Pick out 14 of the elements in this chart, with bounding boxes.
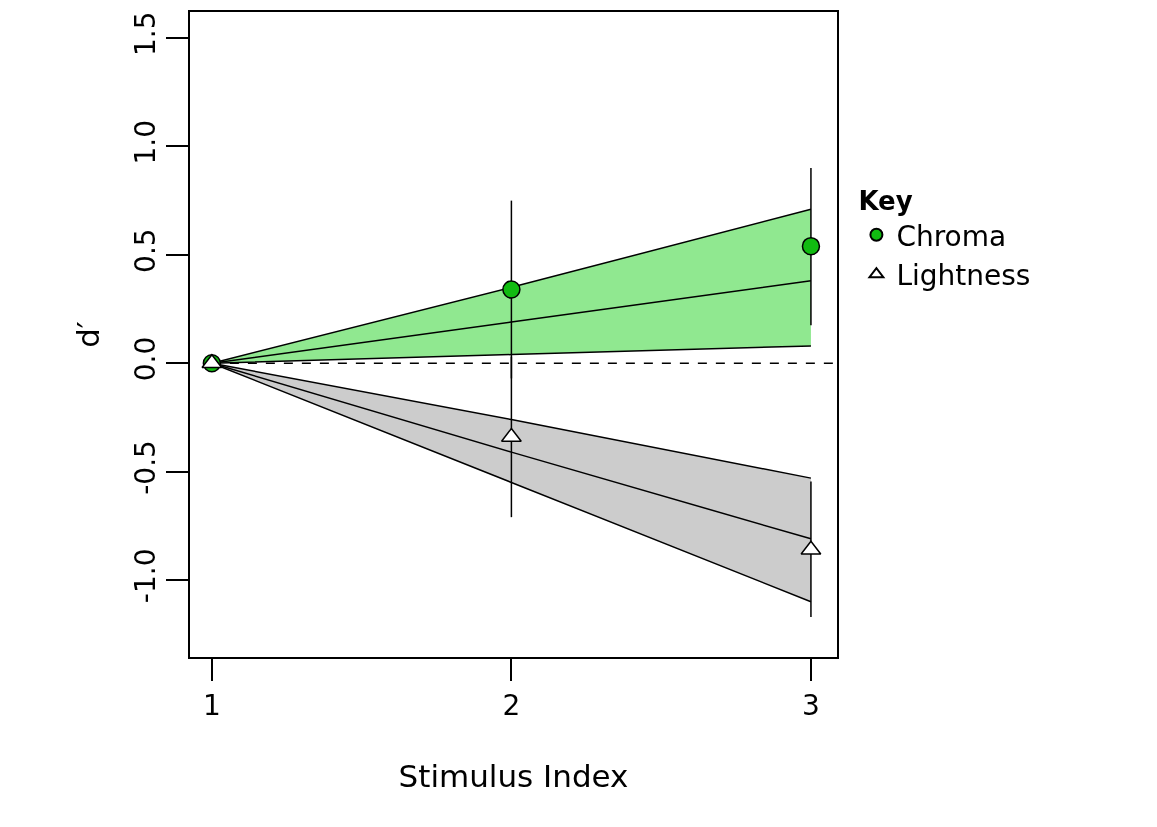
y-axis-title: d′ xyxy=(69,321,106,348)
legend-label: Chroma xyxy=(896,219,1007,253)
y-tick-label: -0.5 xyxy=(128,440,162,495)
x-tick-label: 2 xyxy=(502,688,521,722)
y-tick-label: 1.0 xyxy=(128,119,162,165)
y-tick-label: -1.0 xyxy=(128,548,162,604)
y-tick-label: 1.5 xyxy=(128,11,162,57)
legend-title: Key xyxy=(858,186,913,217)
legend-label: Lightness xyxy=(896,259,1031,293)
y-tick-label: 0.5 xyxy=(128,228,162,273)
x-tick-label: 1 xyxy=(202,688,221,722)
y-tick-label: 0.0 xyxy=(128,336,162,382)
x-axis-title: Stimulus Index xyxy=(398,758,629,795)
x-tick-label: 3 xyxy=(802,688,820,722)
